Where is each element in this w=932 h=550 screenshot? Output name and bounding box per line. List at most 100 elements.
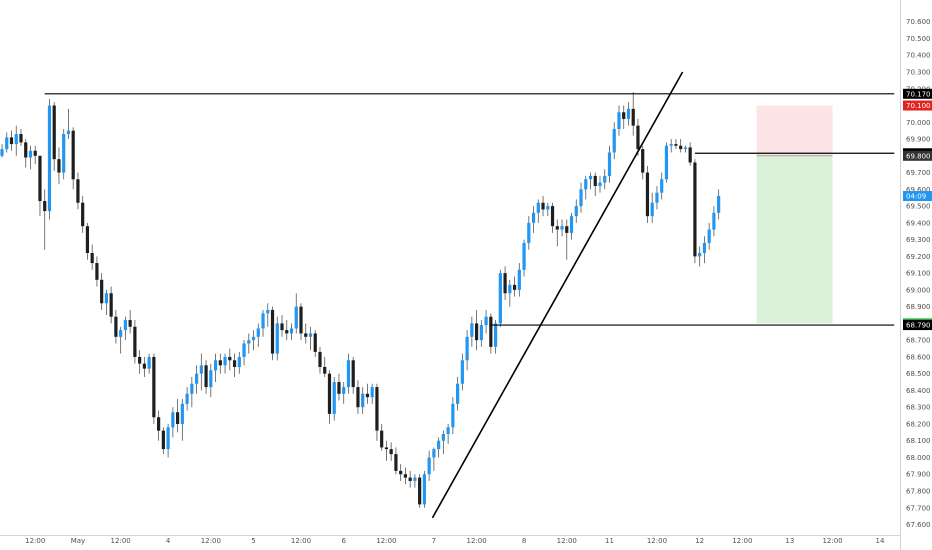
candle-body [674, 144, 678, 146]
candle [256, 323, 260, 347]
take-profit-zone[interactable] [756, 155, 833, 324]
candle [128, 309, 132, 334]
candle [584, 175, 588, 200]
candle-body [403, 474, 408, 478]
candle [76, 172, 80, 210]
candle-body [712, 212, 716, 230]
candle [237, 351, 241, 374]
y-tick-label: 70.500 [906, 35, 931, 43]
time-axis[interactable]: 12:00 May 12:00 4 12:00 5 12:00 6 12:00 7 12:00 8 12… [0, 535, 900, 550]
candle-body [199, 365, 203, 374]
candle-body [465, 336, 469, 361]
candle [361, 387, 365, 414]
candle [147, 353, 151, 374]
candle-body [475, 323, 479, 341]
candle-body [323, 366, 327, 374]
candle [531, 206, 536, 233]
y-tick-label: 68.600 [906, 353, 931, 361]
candle-body [650, 202, 654, 217]
candle-body [688, 147, 692, 163]
price-badge-label: 68.790 [906, 322, 931, 330]
x-tick-label: 12:00 [732, 537, 753, 545]
candle [579, 182, 583, 213]
candle-body [588, 175, 593, 180]
x-tick-label: 5 [251, 537, 256, 545]
candle-body [370, 387, 374, 398]
candle [218, 353, 222, 374]
candle [232, 353, 237, 378]
candle [285, 320, 289, 341]
candle [24, 139, 28, 168]
candle [669, 139, 673, 153]
candle [157, 410, 161, 441]
y-tick-label: 69.900 [906, 136, 931, 144]
candle-body [138, 356, 142, 364]
candle-body [626, 108, 631, 119]
candle-body [76, 179, 80, 203]
candle [555, 219, 559, 247]
candle-body [270, 309, 275, 354]
candle-body [261, 313, 265, 329]
y-tick-label: 68.100 [906, 437, 931, 445]
candle-body [560, 226, 564, 230]
y-tick-label: 70.300 [906, 69, 931, 77]
candle-body [171, 412, 175, 428]
candle [475, 309, 479, 351]
candle-body [550, 206, 555, 227]
candle [95, 256, 99, 287]
candle [418, 474, 422, 508]
x-tick-label: 12:00 [110, 537, 131, 545]
candle-body [242, 343, 246, 357]
candle [5, 132, 9, 153]
candle [337, 373, 341, 401]
candle-body [655, 192, 659, 203]
x-tick-label: 11 [605, 537, 614, 545]
price-badge: 68.790 [903, 320, 932, 331]
candle [100, 273, 104, 310]
price-badge-box [903, 88, 932, 99]
candle-body [489, 316, 493, 347]
candle [152, 353, 156, 424]
candle [190, 377, 194, 408]
candle-body [408, 477, 412, 481]
candle [370, 383, 374, 404]
y-tick-label: 68.400 [906, 387, 931, 395]
candle-body [0, 149, 4, 156]
candle [698, 246, 702, 267]
candle-body [517, 269, 521, 290]
price-badge-label: 70.100 [906, 102, 931, 110]
candle [228, 348, 232, 371]
candle [356, 380, 360, 414]
candle [664, 142, 669, 183]
candle-body [607, 152, 612, 176]
candle [470, 316, 474, 347]
candle-body [380, 430, 384, 448]
stop-loss-zone[interactable] [756, 105, 833, 156]
candle [693, 159, 697, 264]
y-tick-label: 69.200 [906, 253, 931, 261]
candle-body [9, 137, 14, 145]
candle-body [584, 179, 588, 190]
candle [679, 139, 683, 153]
candle [384, 440, 389, 461]
candle-body [157, 417, 161, 431]
candle [427, 450, 431, 481]
trendline[interactable] [431, 71, 684, 519]
y-tick-label: 69.100 [906, 270, 931, 278]
candle-body [527, 222, 531, 243]
candle [318, 346, 322, 374]
candle-body [645, 172, 650, 217]
candle-body [569, 216, 574, 233]
candle [213, 353, 218, 383]
candle [138, 350, 142, 374]
candle [180, 398, 184, 441]
candle [422, 470, 426, 508]
candle-body [33, 150, 37, 156]
candle [242, 340, 246, 366]
x-tick-label: 12:00 [290, 537, 312, 545]
candle-body [280, 323, 284, 331]
candle [612, 122, 616, 160]
price-badge-box [903, 150, 932, 161]
candle [512, 276, 517, 297]
